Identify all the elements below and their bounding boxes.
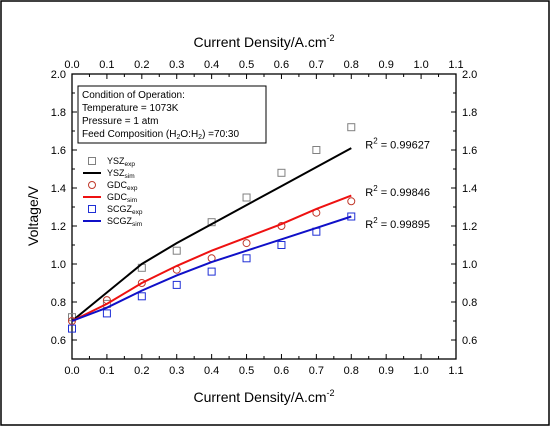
scgz-exp-point (172, 280, 181, 289)
x-tick-label: 0.5 (239, 365, 254, 377)
y-tick-label: 1.8 (51, 107, 66, 119)
y-tick-label: 1.6 (51, 145, 66, 157)
x-tick-label-top: 0.7 (309, 59, 324, 71)
scgz-exp-point (207, 267, 216, 276)
x-tick-label: 0.4 (204, 365, 219, 377)
legend-swatch-circle (88, 181, 96, 189)
gdc-sim-line (71, 194, 352, 322)
x-tick-label: 0.8 (344, 365, 359, 377)
y-tick-label-right: 2.0 (462, 69, 477, 81)
conditions-box-frame (77, 85, 267, 144)
y-tick-label-right: 1.0 (462, 259, 477, 271)
r-squared-annotations: R2 = 0.99627 R2 = 0.99846 R2 = 0.99895 (365, 136, 430, 231)
x-tick-label: 1.1 (448, 365, 463, 377)
conditions-box: Condition of Operation: Temperature = 10… (77, 85, 267, 144)
r-squared-label: R2 = 0.99846 (365, 184, 430, 199)
ysz-sim-line (71, 147, 352, 322)
r-squared-label: R2 = 0.99627 (365, 136, 430, 151)
x-tick-label: 0.0 (64, 365, 79, 377)
y-tick-label-right: 0.6 (462, 335, 477, 347)
y-tick-label-right: 1.8 (462, 107, 477, 119)
ysz-exp-point (172, 246, 181, 255)
y-tick-label-right: 1.2 (462, 221, 477, 233)
y-tick-label-right: 1.6 (462, 145, 477, 157)
legend-entry: GDCsim (107, 192, 137, 204)
gdc-exp-point (137, 279, 146, 287)
x-axis-title-top: Current Density/A.cm-2 (193, 33, 334, 50)
y-tick-label: 1.2 (51, 221, 66, 233)
legend-entry: YSZexp (107, 156, 135, 168)
ysz-exp-point (347, 123, 356, 132)
x-tick-label: 0.1 (99, 365, 114, 377)
scgz-exp-point (102, 309, 111, 318)
legend-swatch-square (88, 157, 96, 165)
x-tick-label: 0.3 (169, 365, 184, 377)
x-tick-label-top: 0.9 (379, 59, 394, 71)
x-tick-label: 0.6 (274, 365, 289, 377)
x-axis-title-bottom: Current Density/A.cm-2 (193, 388, 334, 405)
y-axis-right-ticks: 0.6 0.8 1.0 1.2 1.4 1.6 1.8 2.0 (451, 69, 477, 360)
scgz-exp-point (137, 292, 146, 301)
y-axis-left-ticks: 0.6 0.8 1.0 1.2 1.4 1.6 1.8 2.0 (51, 69, 77, 360)
x-tick-label-top: 0.2 (134, 59, 149, 71)
y-tick-label: 0.6 (51, 335, 66, 347)
ysz-exp-point (277, 168, 286, 177)
x-tick-label-top: 0.1 (99, 59, 114, 71)
y-tick-label-right: 1.4 (462, 183, 477, 195)
y-tick-label-right: 0.8 (462, 297, 477, 309)
ysz-exp-point (242, 193, 251, 202)
y-axis-title: Voltage/V (25, 185, 41, 246)
legend-entry: YSZsim (107, 168, 135, 180)
x-tick-label: 0.9 (379, 365, 394, 377)
x-tick-label-top: 1.1 (448, 59, 463, 71)
legend-swatch-square (88, 205, 96, 213)
scgz-exp-point (242, 254, 251, 263)
scgz-exp-point (68, 324, 76, 333)
r-squared-label: R2 = 0.99895 (365, 216, 430, 231)
legend-entry: SCGZsim (107, 216, 142, 228)
conditions-feed: Feed Composition (H2O:H2) =70:30 (82, 129, 239, 141)
x-tick-label-top: 0.5 (239, 59, 254, 71)
ysz-exp-point (312, 146, 321, 154)
conditions-title: Condition of Operation: (82, 90, 185, 101)
series-layer (68, 123, 356, 333)
scgz-exp-point (347, 212, 356, 221)
gdc-exp-point (242, 239, 251, 248)
y-tick-label: 1.0 (51, 259, 66, 271)
x-axis-bottom-ticks: 0.0 0.1 0.2 0.3 0.4 0.5 0.6 0.7 0.8 0.9 1.0 1.1 (64, 354, 464, 377)
scgz-exp-point (277, 241, 286, 249)
x-tick-label-top: 0.4 (204, 59, 219, 71)
gdc-exp-point (347, 197, 356, 206)
conditions-pressure: Pressure = 1 atm (82, 116, 158, 127)
y-tick-label: 2.0 (51, 69, 66, 81)
legend-entry: GDCexp (107, 180, 138, 192)
x-tick-label-top: 0.8 (344, 59, 359, 71)
scgz-sim-line (71, 215, 352, 322)
x-tick-label: 0.7 (309, 365, 324, 377)
x-tick-label-top: 0.0 (64, 59, 79, 71)
x-tick-label: 1.0 (413, 365, 428, 377)
gdc-exp-point (68, 317, 76, 325)
x-tick-label-top: 0.3 (169, 59, 184, 71)
x-tick-label-top: 1.0 (413, 59, 428, 71)
x-axis-top-ticks: 0.0 0.1 0.2 0.3 0.4 0.5 0.6 0.7 0.8 0.9 1.0 1.1 (64, 59, 464, 79)
y-tick-label: 0.8 (51, 297, 66, 309)
legend-entry: SCGZexp (107, 204, 143, 216)
x-tick-label: 0.2 (134, 365, 149, 377)
conditions-temperature: Temperature = 1073K (82, 103, 179, 114)
y-tick-label: 1.4 (51, 183, 66, 195)
x-tick-label-top: 0.6 (274, 59, 289, 71)
